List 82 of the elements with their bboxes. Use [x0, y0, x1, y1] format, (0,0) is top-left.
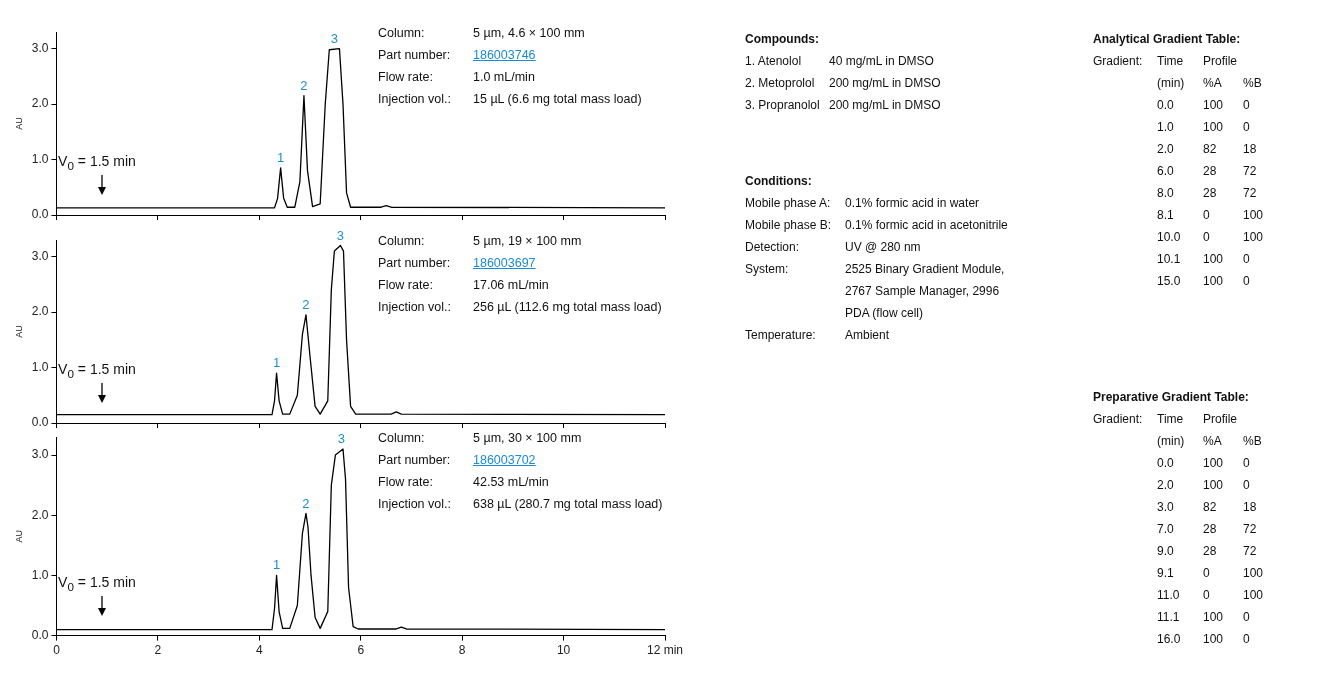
annotation: 2 — [302, 296, 310, 312]
text: Injection vol.: 15 µL (6.6 mg total mass load) — [378, 92, 642, 106]
text: Flow rate: 1.0 mL/min — [378, 70, 535, 84]
annotation: V$_{0}$ = 1.5 min — [58, 361, 136, 380]
text: Injection vol.: 256 µL (112.6 mg total mass load) — [378, 300, 662, 314]
annotation: 1 — [277, 149, 285, 165]
y-tick-label: 2.0 — [31, 507, 49, 522]
text: Gradient: Time Profile — [1093, 54, 1238, 68]
y-tick-label: 1.0 — [31, 567, 49, 582]
y-tick-label: 0.0 — [31, 415, 49, 430]
text: 11.0 0 100 — [1157, 588, 1264, 602]
text: Flow rate: 17.06 mL/min — [378, 278, 549, 292]
text: 7.0 28 72 — [1157, 522, 1257, 536]
text: 16.0 100 0 — [1157, 632, 1250, 646]
text: 1. Atenolol 40 mg/mL in DMSO — [745, 54, 934, 68]
annotation: 3 — [337, 431, 346, 447]
text: Flow rate: 42.53 mL/min — [378, 475, 549, 489]
text: Analytical Gradient Table: — [1093, 31, 1242, 48]
text: 8.1 0 100 — [1157, 208, 1264, 222]
text: Temperature: Ambient — [745, 328, 890, 342]
text: 9.1 0 100 — [1157, 566, 1264, 580]
text: 2767 Sample Manager, 2996 — [845, 283, 1001, 300]
text: (min) %A %B — [1157, 76, 1262, 90]
text: PDA (flow cell) — [845, 305, 925, 322]
y-tick-label: 1.0 — [31, 151, 49, 166]
annotation: 3 — [336, 227, 345, 243]
text: 8.0 28 72 — [1157, 186, 1257, 200]
text: 15.0 100 0 — [1157, 274, 1250, 288]
annotation: 1 — [272, 355, 281, 371]
x-tick-label: 8 — [458, 643, 466, 658]
x-tick-label: 0 — [53, 643, 61, 658]
text: 9.0 28 72 — [1157, 544, 1257, 558]
y-tick-label: 0.0 — [31, 627, 49, 642]
text: Gradient: Time Profile — [1093, 412, 1238, 426]
y-axis-title: AU — [13, 530, 24, 543]
text: (min) %A %B — [1157, 434, 1262, 448]
text: Column: 5 µm, 19 × 100 mm — [378, 234, 582, 248]
text: Column: 5 µm, 4.6 × 100 mm — [378, 26, 585, 40]
y-tick-label: 0.0 — [31, 207, 49, 222]
annotation: V$_{0}$ = 1.5 min — [58, 153, 136, 172]
y-tick-label: 3.0 — [31, 248, 49, 263]
annotation: V$_{0}$ = 1.5 min — [58, 573, 136, 593]
x-tick-label: 6 — [357, 643, 365, 658]
x-tick-label: 10 — [556, 643, 571, 658]
text: 2. Metoprolol 200 mg/mL in DMSO — [745, 76, 941, 90]
text: Part number: 186003697 — [378, 256, 536, 270]
text: Conditions: — [745, 173, 813, 190]
text: 10.1 100 0 — [1157, 252, 1250, 266]
y-axis-title: AU — [13, 325, 24, 338]
text: Mobile phase B: 0.1% formic acid in acetonitrile — [745, 217, 1009, 234]
annotation: 2 — [302, 495, 310, 511]
text: Preparative Gradient Table: — [1093, 389, 1250, 406]
x-tick-label: 12 min — [646, 643, 684, 658]
text: Part number: 186003702 — [378, 453, 536, 467]
y-tick-label: 2.0 — [31, 304, 49, 319]
text: 10.0 0 100 — [1157, 230, 1264, 244]
text: Mobile phase A: 0.1% formic acid in water — [745, 196, 980, 210]
y-axis-title: AU — [13, 117, 24, 130]
text: 11.1 100 0 — [1157, 610, 1250, 624]
text: Compounds: — [745, 31, 820, 48]
text: 3.0 82 18 — [1157, 500, 1257, 514]
y-tick-label: 3.0 — [31, 447, 49, 462]
text: Part number: 186003746 — [378, 48, 536, 62]
y-tick-label: 1.0 — [31, 359, 49, 374]
y-tick-label: 3.0 — [31, 40, 49, 55]
text: 6.0 28 72 — [1157, 164, 1257, 178]
text: 3. Propranolol 200 mg/mL in DMSO — [745, 97, 942, 114]
annotation: 2 — [300, 77, 308, 93]
text: 1.0 100 0 — [1157, 120, 1250, 134]
text: Injection vol.: 638 µL (280.7 mg total mass load) — [378, 497, 663, 511]
text: Detection: UV @ 280 nm — [745, 240, 921, 254]
annotation: 1 — [272, 557, 281, 573]
y-tick-label: 2.0 — [31, 96, 49, 111]
annotation: 3 — [330, 30, 338, 46]
text: System: 2525 Binary Gradient Module, — [745, 262, 1005, 276]
text: Column: 5 µm, 30 × 100 mm — [378, 431, 582, 445]
x-tick-label: 2 — [154, 643, 162, 658]
text: 2.0 82 18 — [1157, 142, 1257, 156]
text: 2.0 100 0 — [1157, 478, 1250, 492]
text: 0.0 100 0 — [1157, 456, 1250, 470]
x-tick-label: 4 — [255, 643, 263, 658]
text: 0.0 100 0 — [1157, 98, 1250, 112]
